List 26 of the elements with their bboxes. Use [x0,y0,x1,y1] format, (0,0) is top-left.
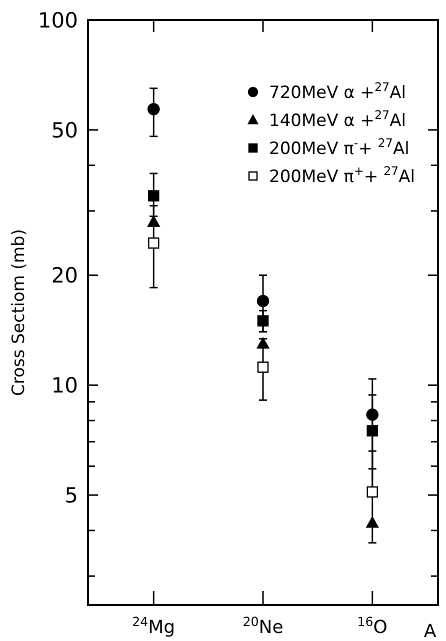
x-axis-title: A [424,621,437,641]
x-tick-label: $^{16}$O [357,614,388,638]
point [148,237,160,249]
legend-label: 720MeV α +$^{27}$Al [269,80,406,103]
legend-label: 140MeV α +$^{27}$Al [269,108,406,131]
y-tick-label: 10 [51,374,78,398]
point [147,216,160,227]
point [256,294,270,308]
x-tick-label: $^{24}$Mg [132,614,176,638]
y-axis-title: Cross Sectiom (mb) [9,229,29,396]
point [366,408,379,421]
legend-label: 200MeV π$^{+}$+ $^{27}$Al [269,164,415,187]
point [148,190,160,202]
y-tick-label: 50 [51,118,78,142]
y-tick-label: 5 [64,483,78,508]
point [366,516,379,528]
point [147,102,160,116]
point [257,315,269,327]
legend-label: 200MeV π$^{-}$+ $^{27}$Al [269,136,410,159]
point [366,486,378,498]
y-tick-label: 100 [38,8,78,32]
point [257,362,269,373]
y-tick-label: 20 [51,264,78,288]
point [366,425,378,436]
x-tick-label: $^{20}$Ne [242,614,284,638]
point [256,337,270,349]
